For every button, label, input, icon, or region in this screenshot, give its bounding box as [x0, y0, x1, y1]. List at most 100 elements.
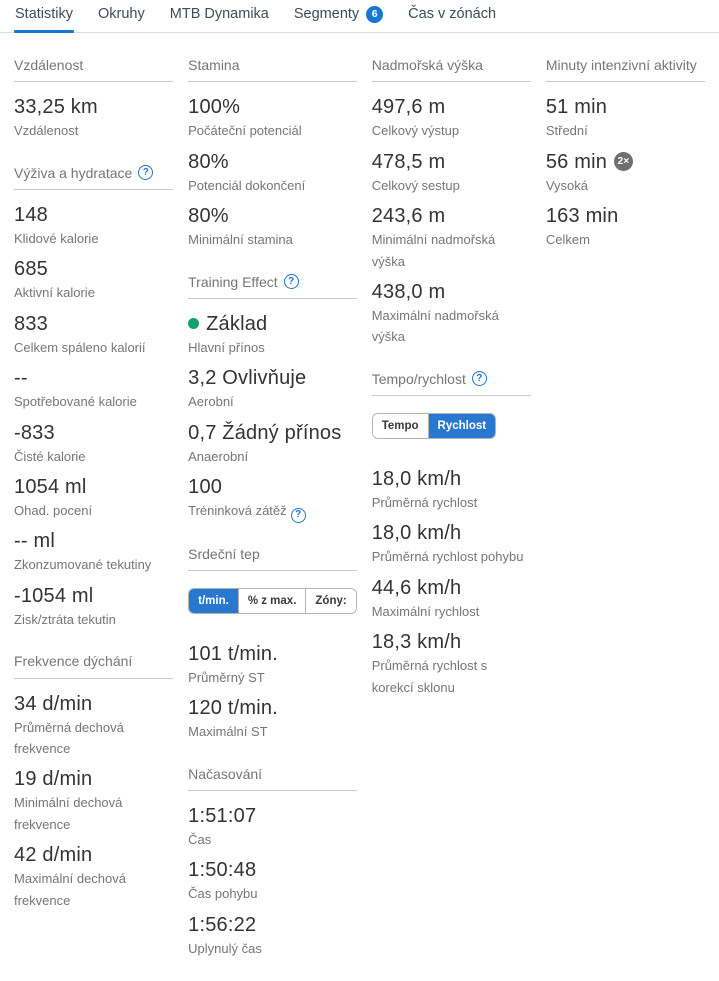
metric-value-text: 1054 ml — [14, 476, 87, 498]
metric-value: Základ — [188, 311, 357, 337]
metric-stredni: 51 min Střední — [546, 94, 705, 141]
metric-label: Celkový výstup — [372, 120, 531, 141]
tab-label: Okruhy — [98, 6, 145, 22]
metric-label-text: Průměrná rychlost pohybu — [371, 549, 524, 565]
metric-value: -1054 ml — [14, 583, 173, 609]
section-stamina: Stamina 100% Počáteční potenciál 80% Potenci… — [188, 56, 357, 251]
section-title: Frekvence dýchání — [14, 653, 133, 670]
metric-value: -833 — [14, 420, 173, 446]
metric-label-text: Celkem spáleno kalorií — [14, 339, 146, 355]
metric-value: 19 d/min — [14, 766, 173, 792]
section-minuty-intenzivni-aktivity: Minuty intenzivní aktivity 51 min Střední 5… — [545, 56, 705, 251]
metric-value: 42 d/min — [14, 842, 173, 868]
tab-okruhy[interactable]: Okruhy — [97, 0, 146, 32]
help-icon[interactable]: ? — [138, 165, 154, 181]
metric-value-text: 497,6 m — [371, 96, 446, 119]
metric-value: 833 — [14, 311, 173, 337]
metric-value: 497,6 m — [372, 94, 531, 120]
metric-label-text: Klidové kalorie — [14, 230, 99, 246]
tab-cas-v-zonach[interactable]: Čas v zónách — [407, 0, 497, 32]
toggle-option-tempo[interactable]: Tempo — [372, 414, 428, 438]
metric-label-text: Čas — [188, 831, 212, 847]
metric-label-text: Minimální stamina — [188, 232, 293, 248]
metric-label-text: Hlavní přínos — [188, 339, 265, 355]
metric-label-text: Aktivní kalorie — [14, 285, 95, 301]
metric-label-text: Čisté kalorie — [14, 448, 86, 464]
metric-prumerny-st: 101 t/min. Průměrný ST — [188, 641, 357, 688]
metric-anaerobni: 0,7 Žádný přínos Anaerobní — [188, 420, 357, 467]
metric-value-text: 51 min — [545, 96, 608, 119]
metric-value: 100% — [188, 94, 357, 120]
tab-mtb-dynamika[interactable]: MTB Dynamika — [169, 0, 270, 32]
metric-value-text: 100% — [188, 96, 241, 119]
toggle-option-t-min[interactable]: t/min. — [189, 588, 238, 613]
metric-value: 0,7 Žádný přínos — [188, 420, 357, 446]
metric-label: Čas — [188, 829, 357, 850]
metric-value-text: 243,6 m — [371, 205, 446, 228]
tab-statistiky[interactable]: Statistiky — [14, 0, 75, 33]
metric-zkonzumovane-tekutiny: -- ml Zkonzumované tekutiny — [14, 528, 173, 575]
metric-value: 685 — [14, 256, 173, 282]
metric-value: 56 min 2× — [546, 149, 705, 175]
tab-label: MTB Dynamika — [169, 6, 269, 22]
metric-aerobni: 3,2 Ovlivňuje Aerobní — [188, 365, 357, 412]
metric-label-text: Maximální dechová frekvence — [14, 871, 126, 908]
metric-value-text: -1054 ml — [14, 584, 94, 607]
metric-value: 1:56:22 — [188, 912, 357, 938]
metric-value: -- ml — [14, 528, 173, 554]
toggle-option-rychlost[interactable]: Rychlost — [427, 414, 496, 438]
help-icon[interactable]: ? — [471, 371, 487, 387]
metric-label: Hlavní přínos — [188, 337, 357, 358]
metric-value: 148 — [14, 202, 173, 228]
metric-value-text: 1:50:48 — [188, 859, 257, 882]
metric-value-text: 1:51:07 — [188, 804, 257, 827]
metric-label-text: Anaerobní — [188, 448, 249, 464]
toggle-option-zony[interactable]: Zóny: — [305, 588, 356, 613]
metric-label: Počáteční potenciál — [188, 120, 357, 141]
metric-value-text: 163 min — [545, 205, 619, 228]
metric-label: Ohad. pocení — [14, 500, 173, 521]
metric-value-text: 438,0 m — [371, 280, 446, 303]
help-icon[interactable]: ? — [283, 274, 299, 290]
metric-value-text: 19 d/min — [14, 768, 93, 791]
metric-label: Uplynulý čas — [188, 938, 357, 959]
metric-prumerna-rychlost-pohybu: 18,0 km/h Průměrná rychlost pohybu — [372, 520, 531, 567]
metric-value-text: 3,2 Ovlivňuje — [188, 367, 307, 390]
section-header: Načasování — [188, 765, 357, 791]
section-header: Stamina — [188, 56, 357, 83]
toggle-option-z-max[interactable]: % z max. — [237, 588, 306, 613]
metric-label-text: Celkový výstup — [371, 123, 460, 139]
metric-value-text: 685 — [14, 258, 48, 281]
metric-pocatecni-potencial: 100% Počáteční potenciál — [188, 94, 357, 141]
metric-spotrebovane-kalorie: -- Spotřebované kalorie — [14, 365, 173, 412]
metric-label: Aktivní kalorie — [14, 282, 173, 303]
metric-value: 18,0 km/h — [372, 466, 531, 492]
tab-segmenty[interactable]: Segmenty 6 — [293, 0, 384, 32]
metric-minimalni-dechova-frekvence: 19 d/min Minimální dechová frekvence — [14, 766, 173, 835]
metric-value-text: 80% — [188, 205, 229, 228]
metric-value: 478,5 m — [372, 149, 531, 175]
help-icon[interactable]: ? — [290, 507, 306, 523]
stats-column-3: Nadmořská výška 497,6 m Celkový výstup 478,… — [371, 56, 531, 720]
section-title: Tempo/rychlost — [371, 370, 466, 387]
metric-label: Tréninková zátěž? — [188, 500, 357, 523]
metric-label-text: Uplynulý čas — [188, 940, 262, 956]
metric-label: Anaerobní — [188, 446, 357, 467]
metric-vzdalenost: 33,25 km Vzdálenost — [14, 94, 173, 141]
metric-label: Aerobní — [188, 391, 357, 412]
metric-label-text: Ohad. pocení — [14, 503, 93, 518]
section-title: Nadmořská výška — [371, 57, 483, 73]
section-frekvence-dychani: Frekvence dýchání 34 d/min Průměrná dechov… — [14, 652, 174, 911]
metric-value-text: 833 — [14, 312, 48, 335]
metric-value: 120 t/min. — [188, 695, 357, 721]
metric-label: Minimální stamina — [188, 229, 357, 250]
section-header: Výživa a hydratace? — [14, 164, 174, 190]
section-title: Načasování — [188, 765, 263, 782]
metric-celkem: 163 min Celkem — [546, 203, 705, 250]
stats-column-4: Minuty intenzivní aktivity 51 min Střední 5… — [545, 56, 705, 273]
metric-value-text: 1:56:22 — [188, 913, 257, 936]
metric-maximalni-dechova-frekvence: 42 d/min Maximální dechová frekvence — [14, 842, 173, 911]
section-nacasovani: Načasování 1:51:07 Čas 1:50:48 Čas pohybu 1:5… — [188, 765, 357, 960]
metric-label: Potenciál dokončení — [188, 175, 357, 196]
metric-label: Vysoká — [546, 175, 705, 196]
